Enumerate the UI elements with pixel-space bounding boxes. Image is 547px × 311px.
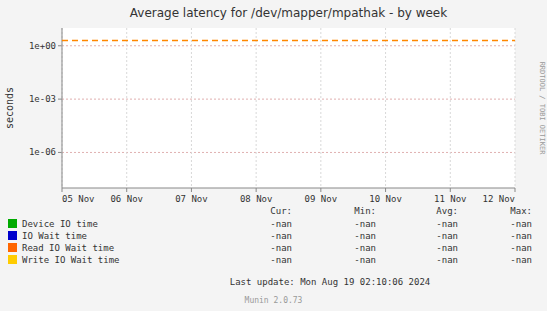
table-header: Cur: [270, 206, 292, 216]
tick [320, 188, 321, 192]
tick [515, 188, 516, 192]
y-axis-label: seconds [4, 87, 15, 129]
table-header: Min: [354, 206, 376, 216]
tick [450, 188, 451, 192]
side-label: RRDTOOL / TOBI OETIKER [538, 62, 546, 156]
legend-swatch [8, 255, 17, 264]
table-cell: -nan [510, 243, 532, 253]
tick-label: 05 Nov [62, 194, 95, 204]
title: Average latency for /dev/mapper/mpathak … [130, 6, 447, 20]
x-axis [62, 188, 515, 189]
grid-line [62, 45, 515, 46]
background [0, 0, 547, 311]
footer-version: Munin 2.0.73 [245, 296, 303, 305]
footer-update: Last update: Mon Aug 19 02:10:06 2024 [230, 277, 430, 287]
grid-line [191, 28, 192, 188]
chart: Average latency for /dev/mapper/mpathak … [0, 0, 547, 311]
tick-label: 1e+00 [29, 41, 56, 51]
table-cell: -nan [436, 255, 458, 265]
table-cell: -nan [510, 219, 532, 229]
grid-line [126, 28, 127, 188]
legend-swatch [8, 219, 17, 228]
table-cell: -nan [354, 219, 376, 229]
table-cell: -nan [354, 231, 376, 241]
table-header: Max: [510, 206, 532, 216]
tick [58, 152, 62, 153]
table-cell: -nan [436, 243, 458, 253]
table-cell: -nan [270, 243, 292, 253]
plot-area [62, 28, 515, 188]
tick [256, 188, 257, 192]
tick-label: 07 Nov [175, 194, 208, 204]
tick-label: 06 Nov [110, 194, 143, 204]
table-cell: -nan [270, 255, 292, 265]
data-group [62, 40, 515, 41]
table-cell: -nan [354, 255, 376, 265]
grid-line [320, 28, 321, 188]
tick-label: 11 Nov [434, 194, 467, 204]
legend-entry: IO Wait time [22, 231, 87, 241]
tick-label: 12 Nov [482, 194, 515, 204]
tick-label: 08 Nov [240, 194, 273, 204]
tick-label: 1e-03 [29, 94, 56, 104]
grid-line [385, 28, 386, 188]
y-axis [62, 28, 63, 188]
table-cell: -nan [510, 231, 532, 241]
table-header: Avg: [436, 206, 458, 216]
legend-entry: Write IO Wait time [22, 255, 120, 265]
grid-line [62, 99, 515, 100]
table-cell: -nan [436, 231, 458, 241]
table-cell: -nan [270, 219, 292, 229]
legend-entry: Read IO Wait time [22, 243, 114, 253]
grid-line [256, 28, 257, 188]
legend-swatch [8, 231, 17, 240]
grid-line [62, 28, 63, 188]
table-cell: -nan [354, 243, 376, 253]
tick [385, 188, 386, 192]
tick [126, 188, 127, 192]
legend-entry: Device IO time [22, 219, 98, 229]
tick-label: 09 Nov [305, 194, 338, 204]
table-cell: -nan [510, 255, 532, 265]
table-cell: -nan [270, 231, 292, 241]
table-cell: -nan [436, 219, 458, 229]
grid-line [450, 28, 451, 188]
tick [191, 188, 192, 192]
reference-line [62, 40, 515, 42]
tick [58, 45, 62, 46]
tick-label: 10 Nov [369, 194, 402, 204]
tick [58, 99, 62, 100]
grid-line [515, 28, 516, 188]
tick [62, 188, 63, 192]
grid-line [62, 152, 515, 153]
legend-swatch [8, 243, 17, 252]
tick-label: 1e-06 [29, 147, 56, 157]
